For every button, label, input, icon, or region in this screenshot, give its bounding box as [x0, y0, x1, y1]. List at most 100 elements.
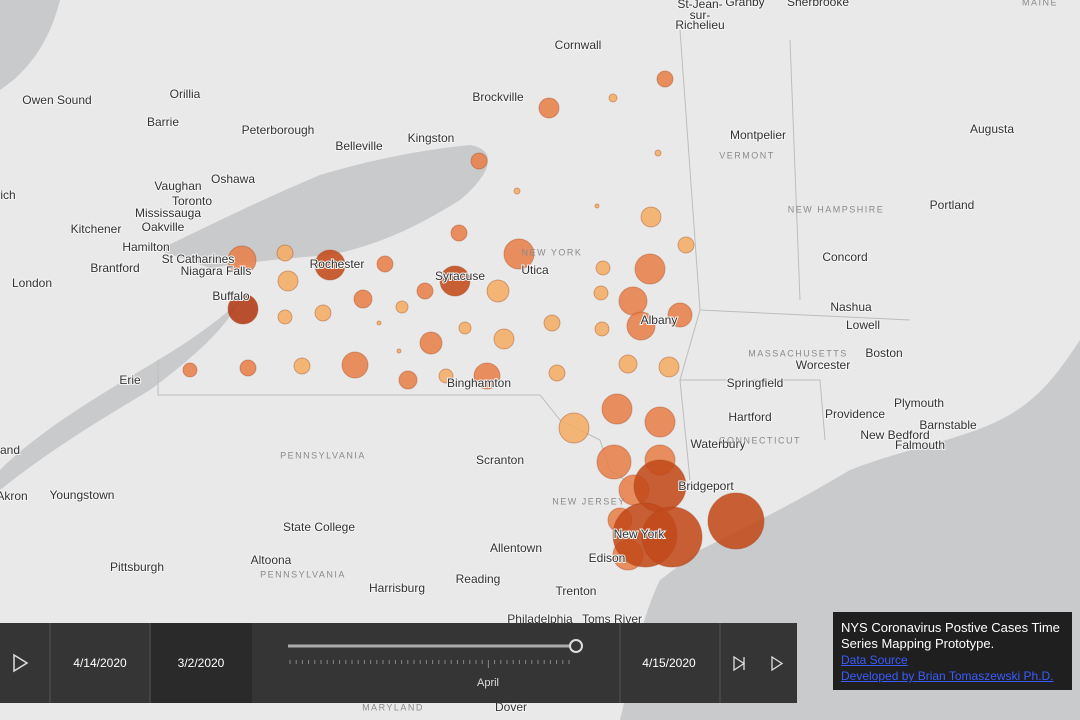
- case-bubble[interactable]: [182, 362, 198, 378]
- place-label: Reading: [456, 572, 501, 586]
- case-bubble[interactable]: [618, 286, 648, 316]
- case-bubble[interactable]: [227, 245, 257, 275]
- previous-button[interactable]: [733, 655, 746, 672]
- case-bubble[interactable]: [667, 302, 693, 328]
- case-bubble[interactable]: [439, 265, 471, 297]
- case-bubble[interactable]: [458, 321, 472, 335]
- place-label: New Bedford: [860, 428, 929, 442]
- current-date: 4/14/2020: [73, 656, 127, 670]
- slider-handle[interactable]: [569, 639, 583, 653]
- start-date: 3/2/2020: [178, 656, 225, 670]
- place-label: Binghamton: [447, 376, 511, 390]
- place-label: Augusta: [970, 122, 1014, 136]
- case-bubble[interactable]: [227, 293, 259, 325]
- control-bar: [0, 623, 797, 703]
- case-bubble[interactable]: [595, 260, 611, 276]
- case-bubble[interactable]: [314, 304, 332, 322]
- case-bubble[interactable]: [293, 357, 311, 375]
- place-label: Scranton: [476, 453, 524, 467]
- case-bubble[interactable]: [503, 238, 535, 270]
- case-bubble[interactable]: [438, 368, 454, 384]
- info-panel: NYS Coronavirus Postive Cases Time Serie…: [833, 612, 1072, 690]
- place-label: Peterborough: [242, 123, 315, 137]
- case-bubble[interactable]: [558, 412, 590, 444]
- case-bubble[interactable]: [608, 93, 618, 103]
- place-label: Trenton: [556, 584, 597, 598]
- start-panel: [150, 623, 252, 703]
- end-date: 4/15/2020: [642, 656, 696, 670]
- case-bubble[interactable]: [626, 311, 656, 341]
- case-bubble[interactable]: [486, 279, 510, 303]
- case-bubble[interactable]: [640, 206, 662, 228]
- place-label: Barrie: [147, 115, 179, 129]
- case-bubble[interactable]: [419, 331, 443, 355]
- place-label: Waterbury: [691, 437, 746, 451]
- case-bubble[interactable]: [618, 354, 638, 374]
- case-bubble[interactable]: [658, 356, 680, 378]
- case-bubble[interactable]: [543, 314, 561, 332]
- case-bubble[interactable]: [398, 370, 418, 390]
- place-label: rich: [0, 188, 16, 202]
- case-bubble[interactable]: [596, 444, 632, 480]
- case-bubble[interactable]: [276, 244, 294, 262]
- case-bubble[interactable]: [473, 362, 501, 390]
- case-bubble[interactable]: [239, 359, 257, 377]
- data-source-link[interactable]: Data Source: [841, 653, 908, 667]
- case-bubble[interactable]: [656, 70, 674, 88]
- next-button[interactable]: [771, 655, 784, 672]
- place-label: Plymouth: [894, 396, 944, 410]
- developer-link[interactable]: Developed by Brian Tomaszewski Ph.D.: [841, 669, 1054, 683]
- case-bubble[interactable]: [634, 253, 666, 285]
- case-bubble[interactable]: [493, 328, 515, 350]
- case-bubble[interactable]: [677, 236, 695, 254]
- place-label: Niagara Falls: [181, 264, 252, 278]
- case-bubble[interactable]: [470, 152, 488, 170]
- place-label: Providence: [825, 407, 885, 421]
- info-title: NYS Coronavirus Postive Cases Time Serie…: [841, 620, 1060, 651]
- case-bubble[interactable]: [395, 300, 409, 314]
- case-bubble[interactable]: [277, 309, 293, 325]
- region-label: MAINE: [1022, 0, 1058, 7]
- case-bubbles: [182, 70, 765, 571]
- place-label: St Catharines: [162, 252, 235, 266]
- case-bubble[interactable]: [593, 285, 609, 301]
- place-label: Oshawa: [211, 172, 255, 186]
- case-bubble[interactable]: [353, 289, 373, 309]
- place-label: Hartford: [728, 410, 771, 424]
- case-bubble[interactable]: [314, 249, 346, 281]
- case-bubble[interactable]: [654, 149, 662, 157]
- case-bubble[interactable]: [341, 351, 369, 379]
- case-bubble[interactable]: [450, 224, 468, 242]
- case-bubble[interactable]: [376, 255, 394, 273]
- place-label: Toronto: [172, 194, 212, 208]
- place-label: Orillia: [170, 87, 201, 101]
- place-label: Mississauga: [135, 206, 201, 220]
- case-bubble[interactable]: [644, 406, 676, 438]
- place-label: Vaughan: [154, 179, 201, 193]
- place-label: Hamilton: [122, 240, 169, 254]
- case-bubble[interactable]: [538, 97, 560, 119]
- case-bubble[interactable]: [707, 492, 765, 550]
- region-label: NEW HAMPSHIRE: [788, 204, 885, 214]
- region-label: PENNSYLVANIA: [280, 450, 366, 460]
- case-bubble[interactable]: [396, 348, 402, 354]
- play-button[interactable]: [13, 653, 29, 673]
- case-bubble[interactable]: [594, 203, 600, 209]
- case-bubble[interactable]: [277, 270, 299, 292]
- case-bubble[interactable]: [601, 393, 633, 425]
- case-bubble[interactable]: [594, 321, 610, 337]
- case-bubble[interactable]: [641, 506, 703, 568]
- case-bubble[interactable]: [416, 282, 434, 300]
- case-bubble[interactable]: [513, 187, 521, 195]
- place-label: Richelieu: [675, 18, 724, 32]
- case-bubble[interactable]: [376, 320, 382, 326]
- place-label: State College: [283, 520, 355, 534]
- place-label: Brantford: [90, 261, 139, 275]
- place-label: Erie: [119, 373, 141, 387]
- lake-erie: [0, 300, 240, 490]
- place-label: Worcester: [796, 358, 850, 372]
- place-label: Rochester: [310, 257, 365, 271]
- region-label: NEW YORK: [522, 247, 583, 257]
- case-bubble[interactable]: [548, 364, 566, 382]
